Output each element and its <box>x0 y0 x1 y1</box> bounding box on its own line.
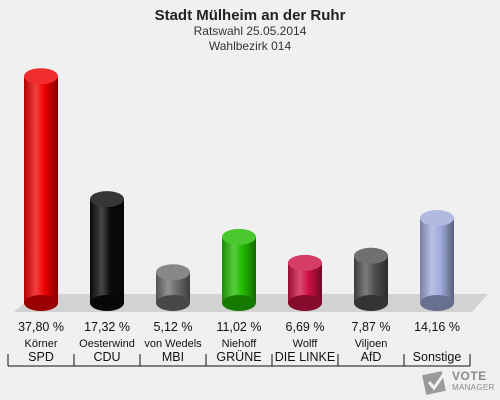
bar-spd <box>24 68 58 311</box>
party-label: AfD <box>361 350 382 364</box>
logo-text-manager: MANAGER <box>452 383 495 392</box>
bar-cdu <box>90 191 124 311</box>
bar-die-linke <box>288 254 322 311</box>
chart-title: Stadt Mülheim an der Ruhr <box>154 7 346 24</box>
party-label: MBI <box>162 350 184 364</box>
value-label: 7,87 % <box>352 320 391 334</box>
chart-header: Stadt Mülheim an der Ruhr Ratswahl 25.05… <box>0 0 500 54</box>
votemanager-logo: VOTE MANAGER <box>422 366 494 396</box>
bar-mbi <box>156 264 190 311</box>
value-label: 6,69 % <box>286 320 325 334</box>
party-label: SPD <box>28 350 54 364</box>
candidate-label: Oesterwind <box>79 338 135 350</box>
candidate-label: Viljoen <box>355 338 388 350</box>
bars-group <box>24 68 454 311</box>
party-label: GRÜNE <box>216 350 261 364</box>
logo-text-vote: VOTE <box>452 369 487 383</box>
candidate-label: Niehoff <box>222 338 258 350</box>
bar-sonstige <box>420 210 454 311</box>
district-label: Wahlbezirk 014 <box>208 39 292 53</box>
party-label: DIE LINKE <box>275 350 335 364</box>
value-label: 17,32 % <box>84 320 130 334</box>
candidate-label: von Wedels <box>144 338 202 350</box>
value-label: 5,12 % <box>154 320 193 334</box>
candidate-label: Körner <box>24 338 57 350</box>
party-label: CDU <box>93 350 120 364</box>
value-label: 37,80 % <box>18 320 64 334</box>
party-label: Sonstige <box>413 350 462 364</box>
ballot-check-icon <box>422 370 448 395</box>
value-label: 14,16 % <box>414 320 460 334</box>
bar-afd <box>354 247 388 311</box>
chart-subtitle: Ratswahl 25.05.2014 <box>193 24 307 38</box>
value-label: 11,02 % <box>217 320 262 334</box>
bar-grüne <box>222 228 256 311</box>
candidate-label: Wolff <box>293 338 319 350</box>
